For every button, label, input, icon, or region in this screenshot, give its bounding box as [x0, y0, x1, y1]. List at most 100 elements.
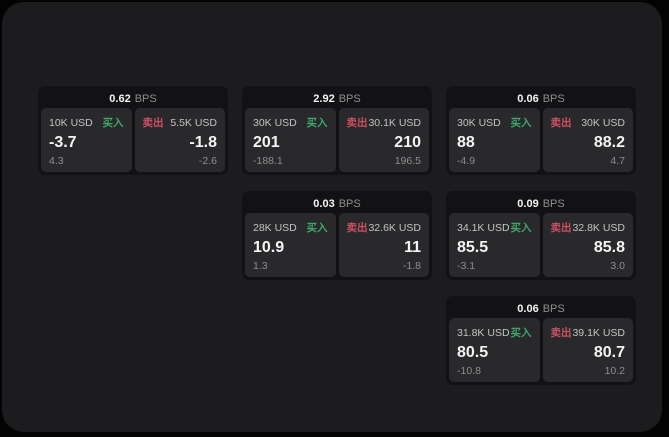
buy-price: 80.5	[457, 343, 489, 361]
sell-side-label: 卖出	[550, 222, 572, 234]
sell-panel-header: 卖出 5.5K USD	[143, 115, 218, 130]
bps-suffix-label: BPS	[542, 92, 565, 105]
buy-amount: 31.8K USD	[457, 326, 510, 339]
buy-panel[interactable]: 31.8K USD 买入 80.5 -10.8	[449, 318, 540, 382]
card-header: 0.62 BPS	[41, 89, 225, 108]
sell-side-label: 卖出	[346, 222, 368, 234]
buy-side-label: 买入	[510, 327, 532, 339]
sell-panel[interactable]: 卖出 30K USD 88.2 4.7	[542, 108, 633, 172]
quote-card: 0.06 BPS 31.8K USD 买入 80.5 -10.8 卖出 39.1…	[446, 296, 636, 385]
sell-delta: 4.7	[610, 154, 625, 167]
buy-price: 88	[457, 133, 475, 151]
sell-amount: 39.1K USD	[572, 326, 625, 339]
quote-card: 2.92 BPS 30K USD 买入 201 -188.1 卖出 30.1K …	[242, 86, 432, 175]
sell-price: 85.8	[593, 238, 625, 256]
card-header: 0.06 BPS	[449, 299, 633, 318]
bps-value: 0.62	[109, 92, 131, 105]
buy-delta: -10.8	[457, 364, 481, 377]
sell-panel-header: 卖出 39.1K USD	[551, 325, 626, 340]
buy-panel-header: 30K USD 买入	[457, 115, 532, 130]
sell-price: 11	[404, 238, 421, 256]
buy-side-label: 买入	[510, 117, 532, 129]
sell-side-label: 卖出	[550, 327, 572, 339]
bps-suffix-label: BPS	[542, 302, 565, 315]
sell-delta: -2.6	[198, 154, 217, 167]
bps-suffix-label: BPS	[542, 197, 565, 210]
bps-value: 0.06	[517, 92, 539, 105]
card-body: 10K USD 买入 -3.7 4.3 卖出 5.5K USD -1.8 -2.…	[41, 108, 225, 172]
buy-panel-header: 34.1K USD 买入	[457, 220, 532, 235]
sell-price: -1.8	[189, 133, 217, 151]
sell-amount: 30.1K USD	[368, 116, 421, 129]
card-header: 0.06 BPS	[449, 89, 633, 108]
sell-panel[interactable]: 卖出 39.1K USD 80.7 10.2	[542, 318, 633, 382]
quote-card: 0.62 BPS 10K USD 买入 -3.7 4.3 卖出 5.5K USD…	[38, 86, 228, 175]
sell-side-label: 卖出	[550, 117, 572, 129]
buy-delta: -188.1	[253, 154, 283, 167]
sell-price: 80.7	[593, 343, 625, 361]
buy-side-label: 买入	[510, 222, 532, 234]
card-body: 31.8K USD 买入 80.5 -10.8 卖出 39.1K USD 80.…	[449, 318, 633, 382]
buy-amount: 34.1K USD	[457, 221, 510, 234]
bps-suffix-label: BPS	[338, 197, 361, 210]
quote-card: 0.06 BPS 30K USD 买入 88 -4.9 卖出 30K USD 8…	[446, 86, 636, 175]
buy-panel-header: 30K USD 买入	[253, 115, 328, 130]
quote-card: 0.09 BPS 34.1K USD 买入 85.5 -3.1 卖出 32.8K…	[446, 191, 636, 280]
sell-side-label: 卖出	[142, 117, 164, 129]
card-body: 30K USD 买入 88 -4.9 卖出 30K USD 88.2 4.7	[449, 108, 633, 172]
buy-panel-header: 28K USD 买入	[253, 220, 328, 235]
buy-amount: 30K USD	[457, 116, 501, 129]
card-header: 2.92 BPS	[245, 89, 429, 108]
buy-side-label: 买入	[306, 222, 328, 234]
card-header: 0.03 BPS	[245, 194, 429, 213]
bps-suffix-label: BPS	[134, 92, 157, 105]
buy-panel[interactable]: 28K USD 买入 10.9 1.3	[245, 213, 336, 277]
sell-panel[interactable]: 卖出 32.6K USD 11 -1.8	[338, 213, 429, 277]
sell-panel-header: 卖出 30.1K USD	[347, 115, 422, 130]
bps-value: 0.09	[517, 197, 539, 210]
sell-delta: 10.2	[604, 364, 625, 377]
buy-price: 85.5	[457, 238, 489, 256]
buy-amount: 28K USD	[253, 221, 297, 234]
buy-panel-header: 10K USD 买入	[49, 115, 124, 130]
buy-delta: -4.9	[457, 154, 476, 167]
bps-value: 2.92	[313, 92, 335, 105]
sell-panel-header: 卖出 32.8K USD	[551, 220, 626, 235]
card-header: 0.09 BPS	[449, 194, 633, 213]
sell-amount: 5.5K USD	[170, 116, 217, 129]
buy-panel[interactable]: 30K USD 买入 88 -4.9	[449, 108, 540, 172]
sell-side-label: 卖出	[346, 117, 368, 129]
buy-panel[interactable]: 30K USD 买入 201 -188.1	[245, 108, 336, 172]
sell-panel[interactable]: 卖出 30.1K USD 210 196.5	[338, 108, 429, 172]
sell-amount: 32.8K USD	[572, 221, 625, 234]
buy-price: 10.9	[253, 238, 285, 256]
sell-amount: 32.6K USD	[368, 221, 421, 234]
sell-panel[interactable]: 卖出 32.8K USD 85.8 3.0	[542, 213, 633, 277]
card-body: 28K USD 买入 10.9 1.3 卖出 32.6K USD 11 -1.8	[245, 213, 429, 277]
sell-panel-header: 卖出 30K USD	[551, 115, 626, 130]
bps-value: 0.06	[517, 302, 539, 315]
quote-card: 0.03 BPS 28K USD 买入 10.9 1.3 卖出 32.6K US…	[242, 191, 432, 280]
sell-delta: 196.5	[394, 154, 421, 167]
buy-delta: 1.3	[253, 259, 268, 272]
buy-side-label: 买入	[102, 117, 124, 129]
sell-price: 210	[394, 133, 421, 151]
sell-panel[interactable]: 卖出 5.5K USD -1.8 -2.6	[134, 108, 225, 172]
buy-amount: 10K USD	[49, 116, 93, 129]
sell-delta: -1.8	[402, 259, 421, 272]
dashboard-panel: 0.62 BPS 10K USD 买入 -3.7 4.3 卖出 5.5K USD…	[2, 2, 662, 432]
buy-panel[interactable]: 10K USD 买入 -3.7 4.3	[41, 108, 132, 172]
buy-amount: 30K USD	[253, 116, 297, 129]
buy-delta: -3.1	[457, 259, 476, 272]
sell-delta: 3.0	[610, 259, 625, 272]
sell-price: 88.2	[593, 133, 625, 151]
bps-value: 0.03	[313, 197, 335, 210]
buy-side-label: 买入	[306, 117, 328, 129]
bps-suffix-label: BPS	[338, 92, 361, 105]
buy-price: 201	[253, 133, 280, 151]
buy-panel[interactable]: 34.1K USD 买入 85.5 -3.1	[449, 213, 540, 277]
card-body: 30K USD 买入 201 -188.1 卖出 30.1K USD 210 1…	[245, 108, 429, 172]
card-body: 34.1K USD 买入 85.5 -3.1 卖出 32.8K USD 85.8…	[449, 213, 633, 277]
sell-amount: 30K USD	[581, 116, 625, 129]
buy-panel-header: 31.8K USD 买入	[457, 325, 532, 340]
